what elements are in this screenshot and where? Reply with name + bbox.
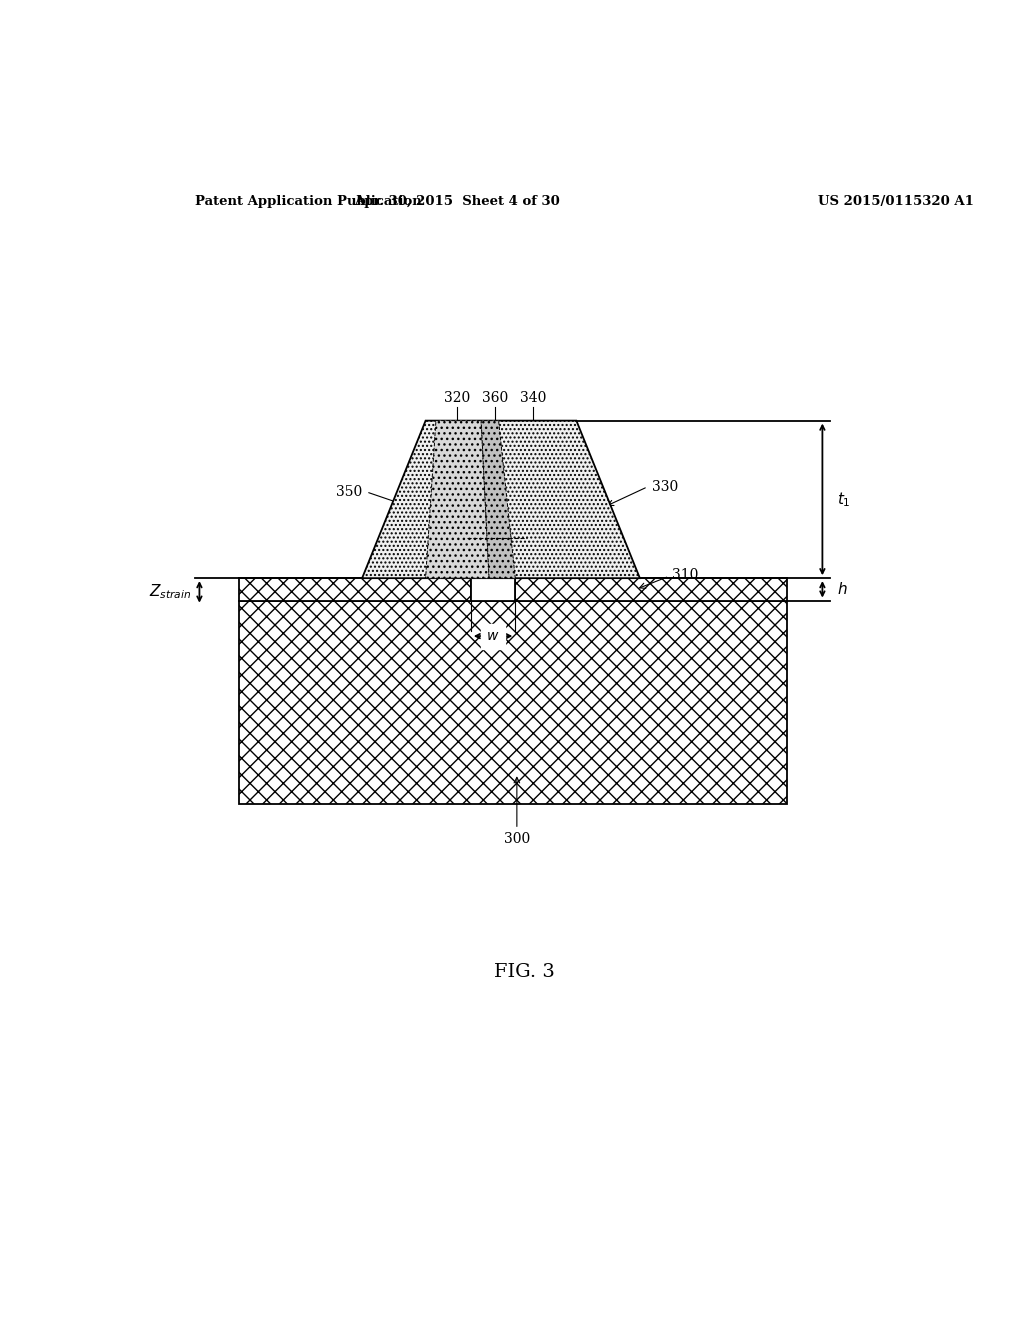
Polygon shape [471, 578, 515, 601]
Text: 350: 350 [336, 484, 362, 499]
Text: Patent Application Publication: Patent Application Publication [196, 194, 422, 207]
Text: 340: 340 [519, 392, 546, 405]
Polygon shape [240, 578, 471, 601]
Text: $h$: $h$ [837, 581, 847, 598]
Polygon shape [515, 578, 786, 601]
Text: US 2015/0115320 A1: US 2015/0115320 A1 [818, 194, 974, 207]
Text: $w$: $w$ [486, 630, 500, 643]
Text: $t_1$: $t_1$ [837, 490, 850, 508]
Text: 330: 330 [652, 479, 678, 494]
Text: Apr. 30, 2015  Sheet 4 of 30: Apr. 30, 2015 Sheet 4 of 30 [354, 194, 560, 207]
Polygon shape [426, 421, 489, 578]
Text: 310: 310 [672, 568, 698, 582]
Text: 320: 320 [444, 392, 470, 405]
Polygon shape [362, 421, 640, 578]
Polygon shape [240, 601, 786, 804]
Text: $Z_{strain}$: $Z_{strain}$ [150, 582, 191, 601]
Text: 300: 300 [504, 833, 530, 846]
Text: 360: 360 [481, 392, 508, 405]
Polygon shape [481, 421, 515, 578]
Text: FIG. 3: FIG. 3 [495, 962, 555, 981]
